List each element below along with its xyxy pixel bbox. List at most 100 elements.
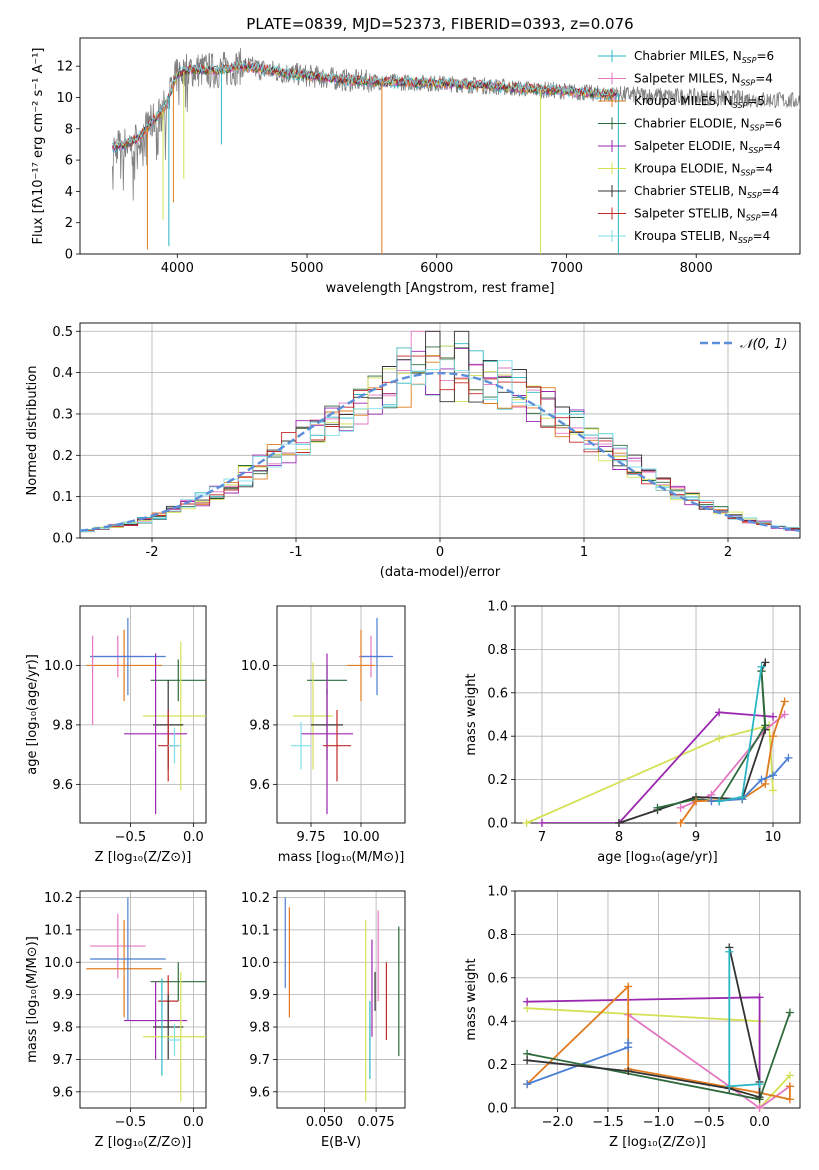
y-tick-label: 0.0 xyxy=(487,817,508,832)
y-axis-label: mass [log₁₀(M/M⊙)] xyxy=(25,936,40,1063)
y-tick-label: 10.0 xyxy=(44,659,73,674)
y-tick-label: 1.0 xyxy=(487,885,508,900)
x-tick-label: 0 xyxy=(436,545,444,560)
y-tick-label: 8 xyxy=(65,122,73,137)
legend-label: Kroupa STELIB, NSSP=4 xyxy=(634,229,770,245)
y-tick-label: 0.2 xyxy=(52,449,73,464)
residuals-axes: -2 -1 0 1 2 0.0 0.1 0.2 0.3 0.4 0.5 (data-model)/er… xyxy=(25,322,801,580)
mass-weight-line xyxy=(526,724,774,823)
y-tick-label: 1.0 xyxy=(487,600,508,615)
spectrum-axes: 4000 5000 6000 7000 8000 0 2 4 6 8 10 12 wavelength … xyxy=(31,37,801,296)
y-tick-label: 0.5 xyxy=(52,325,73,340)
y-tick-label: 0.1 xyxy=(52,490,73,505)
x-tick-label: 0.0 xyxy=(183,1115,204,1130)
x-axis-label: age [log₁₀(age/yr)] xyxy=(597,850,718,865)
gaussian-curve xyxy=(80,371,800,532)
x-tick-label: 9 xyxy=(692,830,700,845)
x-tick-label: 0.050 xyxy=(306,1115,343,1130)
plot-frame xyxy=(276,605,406,824)
mass-weight-line xyxy=(527,996,761,1093)
x-tick-label: -1 xyxy=(290,545,303,560)
y-tick-label: 9.6 xyxy=(52,778,73,793)
x-tick-label: −1.5 xyxy=(592,1115,624,1130)
y-tick-label: 0.4 xyxy=(487,1015,508,1030)
x-tick-label: 1 xyxy=(580,545,588,560)
x-axis-label: Z [log₁₀(Z/Z⊙)] xyxy=(95,850,192,865)
y-tick-label: 0.8 xyxy=(487,643,508,658)
x-tick-label: 10.00 xyxy=(342,830,379,845)
x-tick-label: −0.5 xyxy=(115,1115,147,1130)
x-axis-label: (data-model)/error xyxy=(380,565,501,580)
y-tick-label: 10 xyxy=(56,91,73,106)
x-tick-label: −2.0 xyxy=(542,1115,574,1130)
legend-label: Salpeter MILES, NSSP=4 xyxy=(634,72,773,88)
y-tick-label: 9.8 xyxy=(52,1021,73,1036)
z_mass-axes: −0.5 0.0 9.6 9.7 9.8 9.9 10.0 10.1 10.2 Z [log₁₀(… xyxy=(25,890,207,1150)
legend-label: Kroupa ELODIE, NSSP=4 xyxy=(634,162,773,178)
y-axis-label: Flux [fλ10⁻¹⁷ erg cm⁻² s⁻¹ A⁻¹] xyxy=(31,48,46,245)
x-tick-label: 0.075 xyxy=(357,1115,394,1130)
legend-label: Chabrier ELODIE, NSSP=6 xyxy=(634,117,782,133)
y-tick-label: 9.9 xyxy=(52,988,73,1003)
y-tick-label: 0.2 xyxy=(487,773,508,788)
y-tick-label: 6 xyxy=(65,154,73,169)
x-axis-label: mass [log₁₀(M/M⊙)] xyxy=(278,850,405,865)
mass-weight-line xyxy=(679,701,786,823)
x-axis-label: E(B-V) xyxy=(321,1135,361,1150)
y-tick-label: 10.1 xyxy=(241,923,270,938)
x-tick-label: 0.0 xyxy=(749,1115,770,1130)
plot-frame xyxy=(79,605,207,824)
legend-label: Chabrier MILES, NSSP=6 xyxy=(634,49,774,65)
y-tick-label: 10.2 xyxy=(241,891,270,906)
y-tick-label: 0.8 xyxy=(487,928,508,943)
y-tick-label: 0.4 xyxy=(487,730,508,745)
figure-title: PLATE=0839, MJD=52373, FIBERID=0393, z=0… xyxy=(246,15,633,33)
y-tick-label: 10.0 xyxy=(241,956,270,971)
x-tick-label: 0.0 xyxy=(183,830,204,845)
spectrum-legend: Chabrier MILES, NSSP=6 Salpeter MILES, NS… xyxy=(598,49,782,245)
y-axis-label: mass weight xyxy=(464,958,479,1040)
y-tick-label: 10.2 xyxy=(44,891,73,906)
y-tick-label: 10.0 xyxy=(241,659,270,674)
histogram-step xyxy=(80,355,800,532)
mass_age-axes: 9.75 10.00 9.6 9.8 10.0 mass [log₁₀(M/M⊙)] xyxy=(241,605,406,865)
mw_age-axes: 7 8 9 10 0.0 0.2 0.4 0.6 0.8 1.0 age [log₁₀(age/yr… xyxy=(464,600,801,865)
y-tick-label: 2 xyxy=(65,216,73,231)
plot-frame xyxy=(514,605,801,824)
x-tick-label: 10 xyxy=(765,830,782,845)
x-axis-label: wavelength [Angstrom, rest frame] xyxy=(326,281,555,296)
legend-label: 𝒩(0, 1) xyxy=(740,337,787,352)
x-tick-label: 7000 xyxy=(550,261,583,276)
mass-weight-line xyxy=(527,947,761,1099)
x-axis-label: Z [log₁₀(Z/Z⊙)] xyxy=(609,1135,706,1150)
y-tick-label: 9.8 xyxy=(249,1021,270,1036)
x-tick-label: 8000 xyxy=(680,261,713,276)
x-tick-label: 8 xyxy=(615,830,623,845)
y-axis-label: age [log₁₀(age/yr)] xyxy=(25,654,40,775)
x-tick-label: 4000 xyxy=(161,261,194,276)
x-tick-label: 6000 xyxy=(420,261,453,276)
y-tick-label: 0.6 xyxy=(487,971,508,986)
plot-frame xyxy=(79,37,801,255)
y-axis-label: Normed distribution xyxy=(25,366,40,496)
plot-frame xyxy=(276,890,406,1109)
y-tick-label: 4 xyxy=(65,185,73,200)
y-tick-label: 9.7 xyxy=(249,1053,270,1068)
plot-frame xyxy=(514,890,801,1109)
y-tick-label: 9.8 xyxy=(249,718,270,733)
x-tick-label: 5000 xyxy=(290,261,323,276)
x-tick-label: 9.75 xyxy=(297,830,326,845)
mass-weight-line xyxy=(657,671,767,809)
x-tick-label: -2 xyxy=(146,545,159,560)
mass-weight-line xyxy=(542,711,774,823)
legend-label: Kroupa MILES, NSSP=5 xyxy=(634,94,765,110)
model-spectrum-line xyxy=(112,61,619,149)
y-tick-label: 10.1 xyxy=(44,923,73,938)
legend-label: Salpeter ELODIE, NSSP=4 xyxy=(634,139,781,155)
y-tick-label: 0.4 xyxy=(52,366,73,381)
legend-label: Salpeter STELIB, NSSP=4 xyxy=(634,207,778,223)
y-tick-label: 9.9 xyxy=(249,988,270,1003)
x-tick-label: −0.5 xyxy=(693,1115,725,1130)
y-tick-label: 0.0 xyxy=(487,1102,508,1117)
